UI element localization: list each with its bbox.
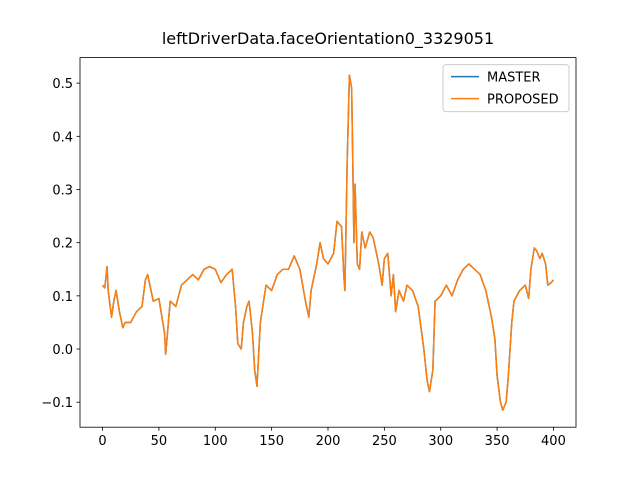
x-tick-label: 250: [372, 434, 397, 449]
x-tick-label: 0: [98, 434, 106, 449]
x-tick-label: 50: [151, 434, 168, 449]
y-tick-label: 0.4: [52, 130, 73, 145]
legend-label: PROPOSED: [487, 93, 559, 108]
chart-title: leftDriverData.faceOrientation0_3329051: [162, 29, 494, 49]
x-tick-label: 200: [316, 434, 341, 449]
x-tick-label: 400: [541, 434, 566, 449]
series-line: [101, 74, 555, 411]
y-tick-label: 0.5: [52, 77, 73, 92]
plot-frame: [79, 57, 577, 428]
y-tick-label: 0.0: [52, 343, 73, 358]
x-tick-label: 100: [203, 434, 228, 449]
x-tick-label: 350: [485, 434, 510, 449]
legend-label: MASTER: [487, 71, 541, 86]
y-tick-label: 0.3: [52, 183, 73, 198]
y-tick-label: 0.1: [52, 290, 73, 305]
y-tick-label: −0.1: [41, 396, 73, 411]
x-tick-label: 150: [259, 434, 284, 449]
y-tick-label: 0.2: [52, 237, 73, 252]
x-tick-label: 300: [428, 434, 453, 449]
